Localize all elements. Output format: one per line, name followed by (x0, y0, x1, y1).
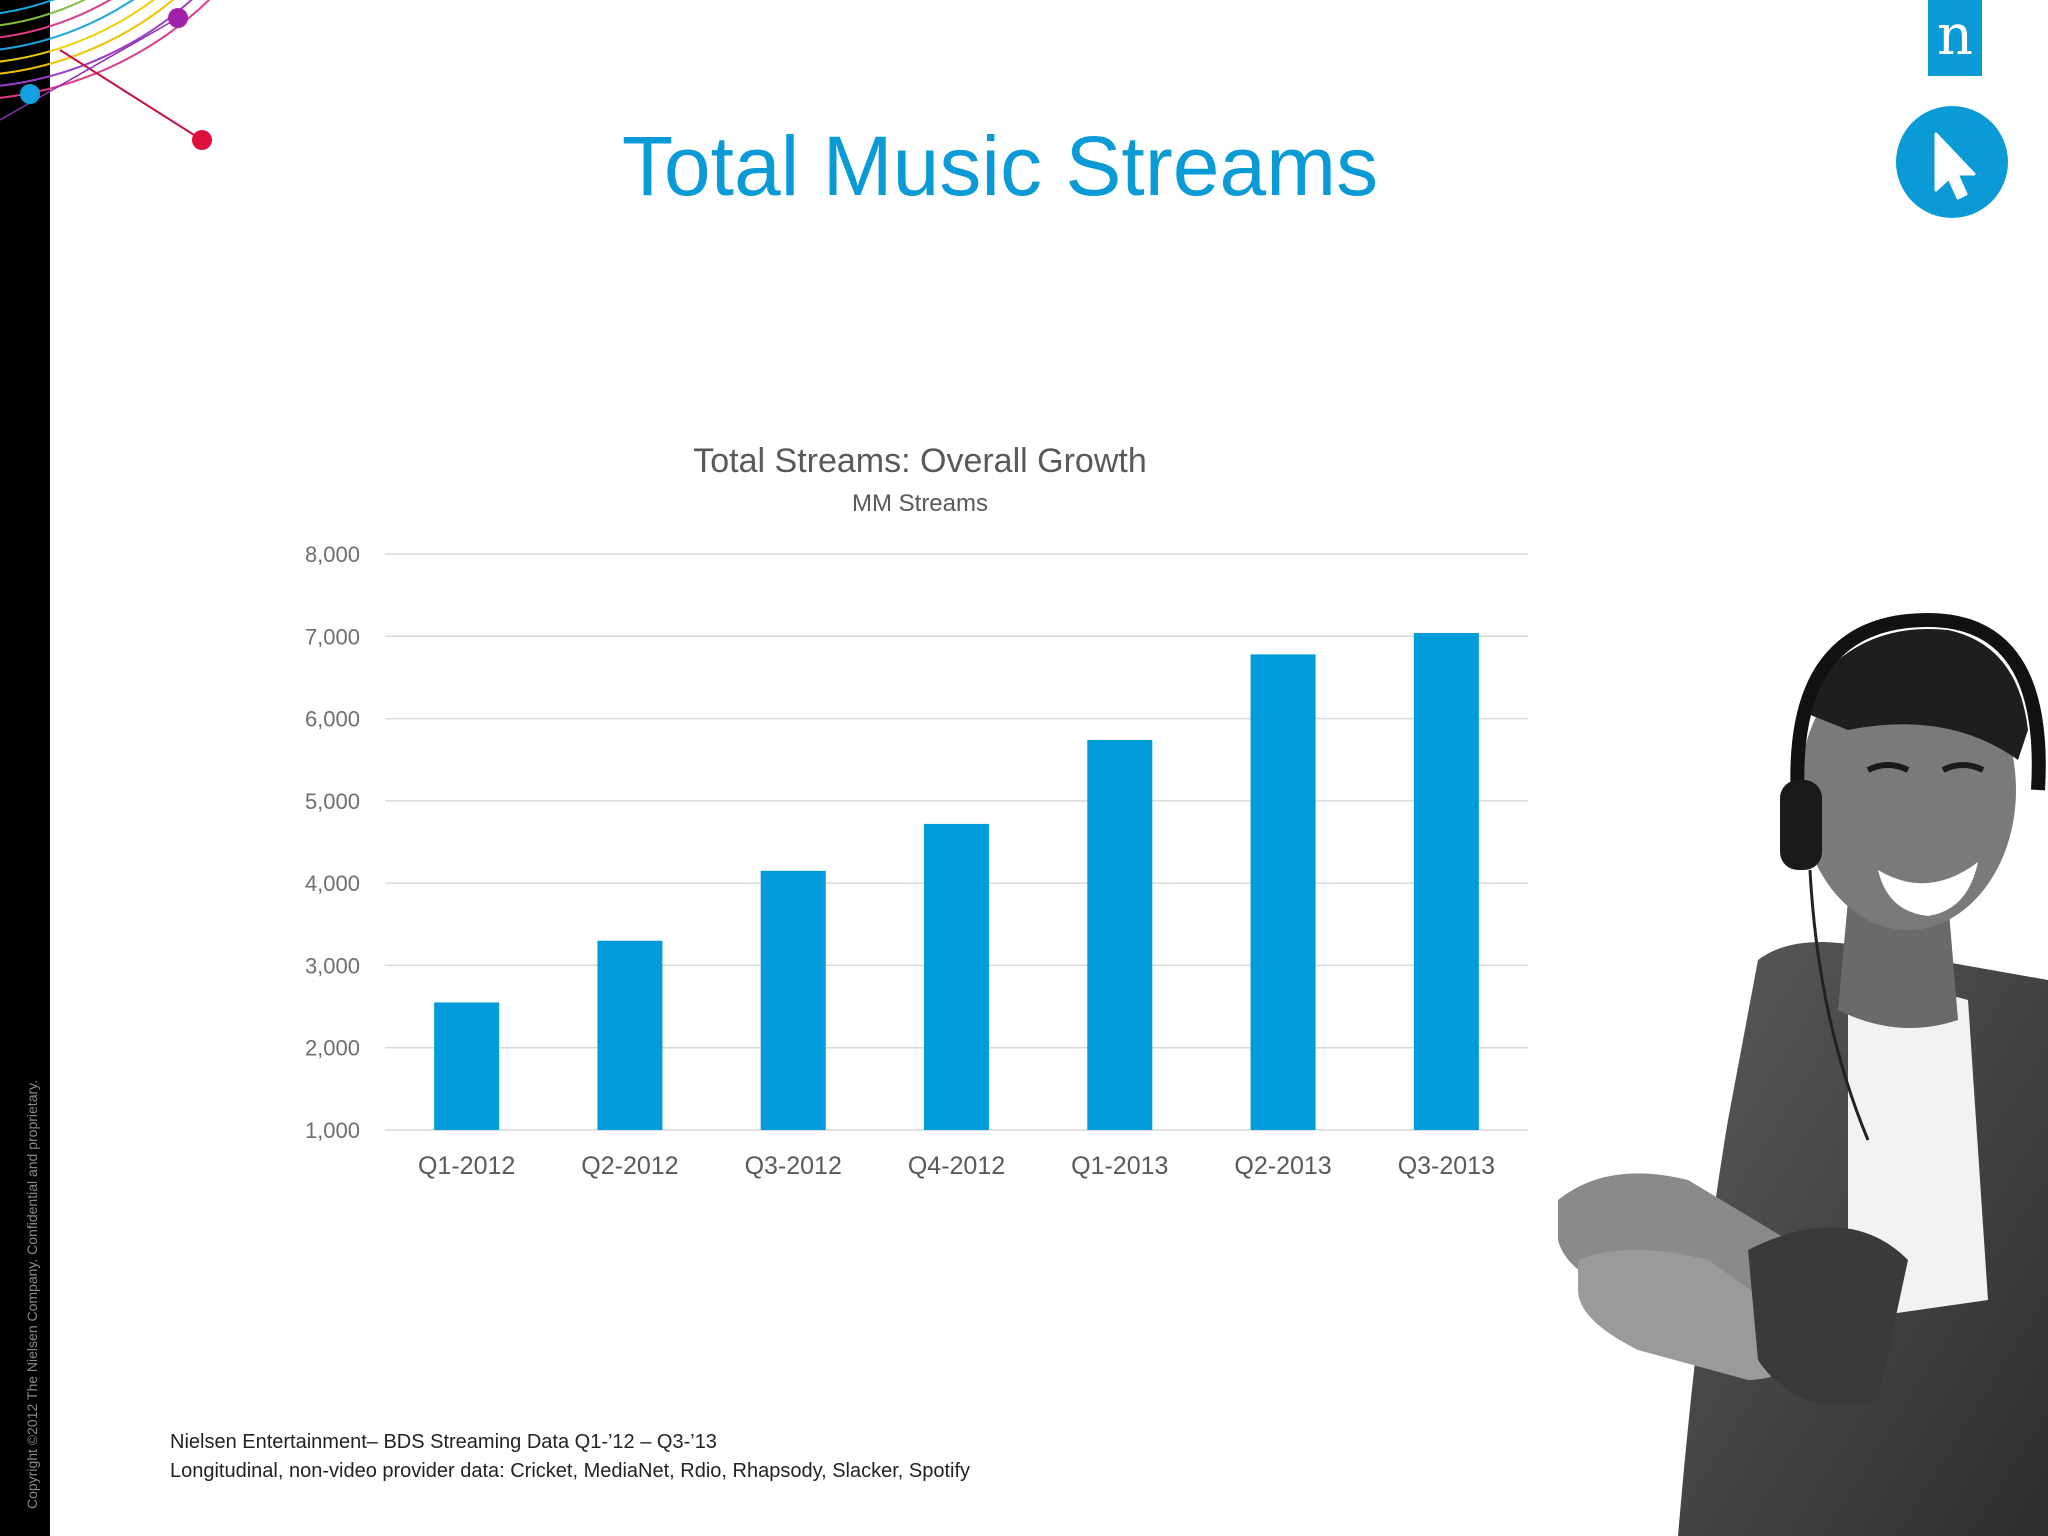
logo-letter: n (1936, 3, 1974, 68)
source-footnote: Nielsen Entertainment– BDS Streaming Dat… (170, 1428, 990, 1486)
bar-q1-2012 (434, 1002, 500, 1130)
bar-q3-2012 (760, 870, 826, 1130)
man-with-headphones-photo (1558, 612, 2048, 1536)
y-tick-label: 8,000 (305, 542, 360, 567)
dot-blue (20, 84, 40, 104)
dot-magenta (168, 8, 188, 28)
dot-red (192, 130, 212, 150)
footnote-line-1: Nielsen Entertainment– BDS Streaming Dat… (170, 1431, 717, 1453)
x-tick-label: Q1-2013 (1071, 1152, 1168, 1180)
y-tick-label: 7,000 (305, 624, 360, 649)
y-tick-label: 3,000 (305, 953, 360, 978)
bar-q4-2012 (924, 823, 989, 1130)
nielsen-logo-icon: n (1928, 0, 1982, 76)
y-tick-label: 4,000 (305, 871, 360, 896)
bar-q2-2013 (1250, 654, 1316, 1130)
footnote-line-2: Longitudinal, non-video provider data: C… (170, 1460, 971, 1482)
x-tick-label: Q1-2012 (418, 1152, 515, 1180)
x-tick-label: Q3-2013 (1398, 1152, 1495, 1180)
bar-q3-2013 (1413, 632, 1479, 1130)
bar-q2-2012 (597, 940, 663, 1130)
chart-subtitle: MM Streams (852, 490, 988, 517)
y-tick-label: 5,000 (305, 789, 360, 814)
x-tick-label: Q3-2012 (745, 1152, 842, 1180)
page-title: Total Music Streams (621, 119, 1379, 213)
y-tick-label: 2,000 (305, 1036, 360, 1061)
chart-title: Total Streams: Overall Growth (693, 442, 1146, 480)
side-bar: Copyright ©2012 The Nielsen Company. Con… (0, 0, 50, 1536)
x-tick-label: Q2-2012 (581, 1152, 678, 1180)
cursor-arrow-icon[interactable] (1894, 104, 2010, 220)
decorative-arcs-graphic (0, 0, 212, 150)
y-tick-label: 6,000 (305, 707, 360, 732)
y-tick-label: 1,000 (305, 1118, 360, 1143)
x-tick-label: Q4-2012 (908, 1152, 1005, 1180)
bar-q1-2013 (1087, 739, 1153, 1130)
x-tick-label: Q2-2013 (1234, 1152, 1331, 1180)
